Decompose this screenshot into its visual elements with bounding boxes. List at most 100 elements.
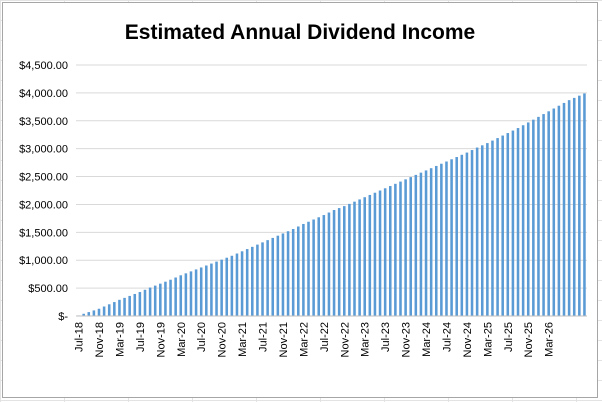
bar: [506, 133, 510, 316]
x-axis-labels: Jul-18 Nov-18 Mar-19 Jul-19 Nov-19 Mar-20 Jul-…: [74, 322, 556, 357]
bar: [521, 125, 525, 317]
y-tick-label: $1,000.00: [19, 255, 68, 267]
bar: [199, 267, 203, 316]
bar: [460, 154, 464, 316]
gridlines: [76, 64, 587, 317]
bar: [143, 289, 147, 316]
bar: [399, 181, 402, 316]
x-tick-label: Mar-22: [298, 322, 310, 357]
bar: [184, 273, 188, 316]
y-tick-label: $2,500.00: [19, 172, 68, 184]
bar: [107, 304, 111, 316]
bar: [123, 297, 126, 316]
bar: [271, 237, 275, 316]
bar: [256, 244, 259, 316]
bar: [368, 194, 372, 316]
bar: [210, 263, 213, 316]
bar: [572, 97, 576, 316]
x-tick-label: Mar-21: [237, 322, 249, 357]
bar: [557, 105, 561, 316]
bar: [409, 177, 412, 316]
bar: [337, 208, 341, 316]
bar: [302, 223, 305, 316]
x-tick-label: Jul-25: [503, 322, 515, 352]
x-tick-label: Mar-24: [421, 322, 433, 357]
bar: [567, 100, 571, 316]
bar: [148, 287, 152, 316]
bar: [113, 302, 116, 316]
y-tick-label: $4,500.00: [19, 60, 68, 72]
x-tick-label: Nov-22: [339, 322, 351, 357]
bar: [169, 279, 172, 316]
bar: [562, 102, 566, 317]
bar: [291, 228, 295, 316]
bar: [343, 206, 346, 316]
bar: [251, 246, 254, 316]
bar: [578, 95, 581, 317]
bar: [128, 295, 131, 316]
bar: [450, 159, 453, 316]
bar: [118, 299, 121, 316]
x-tick-label: Jul-19: [135, 322, 147, 352]
bar: [297, 226, 300, 316]
bar: [455, 157, 458, 316]
bar: [215, 261, 218, 316]
x-tick-label: Jul-22: [319, 322, 331, 352]
bar: [429, 168, 433, 316]
bar: [373, 192, 377, 316]
bar: [511, 130, 515, 316]
bar: [583, 93, 586, 316]
chart-container[interactable]: Estimated Annual Dividend Income $- $500.…: [2, 2, 598, 398]
bar: [189, 271, 193, 316]
bar: [225, 257, 229, 316]
y-axis-labels: $- $500.00 $1,000.00 $1,500.00 $2,000.00 $2,5…: [19, 60, 68, 323]
bar: [486, 143, 489, 316]
bar: [174, 277, 177, 316]
bar: [434, 165, 438, 316]
bar: [240, 251, 244, 316]
bar: [327, 212, 331, 316]
bar: [388, 186, 392, 316]
bar: [363, 197, 366, 316]
x-tick-label: Jul-24: [441, 322, 453, 352]
bar: [230, 255, 234, 316]
bar: [419, 172, 423, 316]
bar: [480, 145, 484, 316]
x-tick-label: Nov-25: [523, 322, 535, 357]
bar: [353, 201, 356, 316]
y-tick-label: $500.00: [28, 283, 68, 295]
bar: [164, 281, 167, 316]
bar: [138, 292, 142, 316]
bar: [532, 119, 535, 316]
bar: [261, 242, 264, 316]
bar: [552, 108, 556, 316]
bar: [82, 313, 85, 316]
x-tick-label: Mar-23: [360, 322, 372, 357]
bar: [312, 219, 315, 316]
bar: [542, 114, 545, 316]
bar: [383, 188, 387, 316]
x-tick-label: Jul-20: [196, 322, 208, 352]
bar: [266, 240, 269, 316]
bar: [358, 199, 361, 316]
bar: [332, 210, 336, 316]
bar: [440, 163, 443, 316]
bar: [475, 147, 479, 316]
x-tick-label: Jul-18: [74, 322, 86, 352]
bar: [97, 308, 101, 316]
bar: [220, 259, 223, 316]
bar: [322, 215, 326, 316]
y-tick-label: $2,000.00: [19, 199, 68, 211]
x-tick-label: Nov-21: [278, 322, 290, 357]
x-tick-label: Mar-19: [114, 322, 126, 357]
y-tick-label: $-: [58, 311, 68, 323]
x-tick-label: Mar-26: [544, 322, 556, 357]
bar: [404, 179, 407, 316]
bar: [501, 135, 504, 316]
bar: [159, 283, 162, 316]
y-tick-label: $4,000.00: [19, 88, 68, 100]
bar: [378, 190, 382, 316]
bar: [92, 310, 96, 316]
bar: [102, 306, 106, 316]
x-tick-label: Nov-20: [217, 322, 229, 357]
